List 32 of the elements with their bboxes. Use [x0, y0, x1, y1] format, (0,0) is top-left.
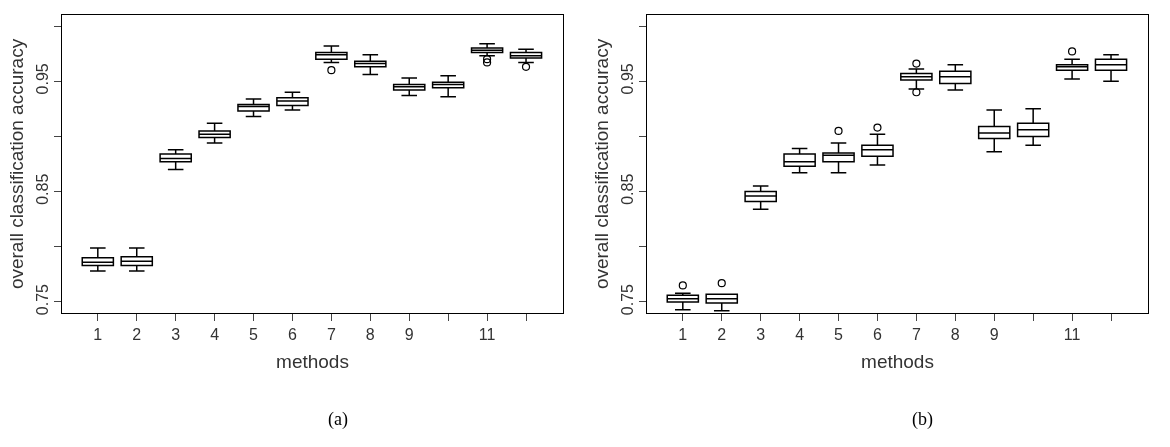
x-tick-label: 7 — [326, 326, 336, 344]
x-tick-label: 5 — [249, 326, 259, 344]
x-tick-label: 6 — [873, 326, 882, 344]
x-tick-label: 6 — [288, 326, 297, 344]
x-tick-label: 4 — [210, 326, 220, 344]
x-tick-label: 1 — [93, 326, 103, 344]
x-tick-label: 9 — [989, 326, 999, 344]
y-tick-label: 0.85 — [618, 173, 636, 205]
y-axis-title: overall classification accuracy — [591, 38, 613, 290]
x-axis-title: methods — [861, 351, 934, 372]
x-tick-label: 1 — [678, 326, 688, 344]
y-tick-label: 0.95 — [618, 63, 636, 95]
x-tick-label: 5 — [834, 326, 844, 344]
text: (a) — [328, 409, 348, 430]
x-tick-label: 11 — [478, 326, 496, 344]
y-tick-label: 0.85 — [33, 173, 51, 205]
y-tick-label: 0.95 — [33, 63, 51, 95]
x-tick-label: 3 — [756, 326, 766, 344]
y-tick-label: 0.75 — [618, 283, 636, 316]
y-axis-title: overall classification accuracy — [6, 38, 28, 290]
x-axis-title: methods — [276, 351, 349, 372]
x-tick-label: 7 — [911, 326, 921, 344]
x-tick-label: 2 — [132, 326, 142, 344]
x-tick-label: 11 — [1063, 326, 1081, 344]
x-tick-label: 8 — [950, 326, 960, 344]
x-tick-label: 4 — [795, 326, 805, 344]
text: (b) — [912, 409, 933, 430]
x-tick-label: 2 — [717, 326, 727, 344]
x-tick-label: 3 — [171, 326, 181, 344]
x-tick-label: 9 — [404, 326, 414, 344]
x-tick-label: 8 — [365, 326, 375, 344]
y-tick-label: 0.75 — [33, 283, 51, 316]
